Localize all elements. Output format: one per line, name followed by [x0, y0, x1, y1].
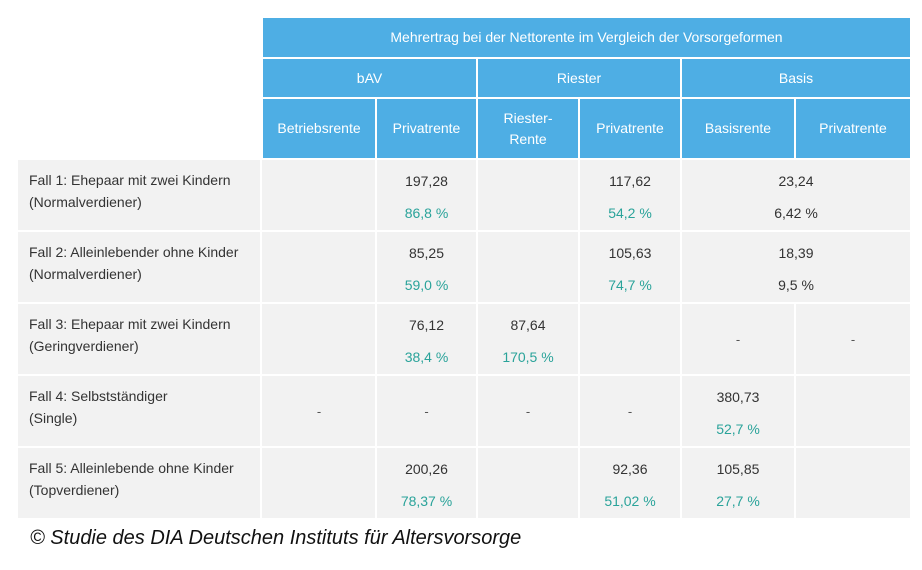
column-header-riester-rente: Riester- Rente	[478, 99, 578, 158]
cell-bav-privatrente: 85,25 59,0 %	[377, 232, 476, 296]
table-row	[18, 304, 910, 374]
cell-value: 76,12	[408, 317, 445, 333]
column-divider	[375, 160, 377, 518]
cell-percent: 86,8 %	[404, 205, 449, 221]
table-row	[18, 232, 910, 302]
column-divider	[260, 160, 262, 518]
row-label-subtitle: (Geringverdiener)	[29, 338, 139, 354]
group-header-riester: Riester	[478, 59, 680, 97]
cell-bav-privatrente-empty: -	[424, 403, 429, 419]
column-divider	[794, 304, 796, 518]
cell-percent: 6,42 %	[774, 205, 818, 221]
row-label-title: Fall 4: Selbstständiger	[29, 388, 168, 404]
row-label-title: Fall 1: Ehepaar mit zwei Kindern	[29, 172, 231, 188]
column-divider	[476, 160, 478, 518]
cell-percent: 170,5 %	[502, 349, 554, 365]
cell-basisrente: 380,73 52,7 %	[682, 376, 794, 440]
cell-percent: 54,2 %	[608, 205, 652, 221]
row-label-subtitle: (Topverdiener)	[29, 482, 120, 498]
column-header-riester-privatrente: Privatrente	[580, 99, 680, 158]
table-row	[18, 160, 910, 230]
cell-basis-merged: 23,24 6,42 %	[682, 160, 910, 224]
cell-riester-rente-empty: -	[525, 403, 531, 419]
cell-riester-privatrente: 117,62 54,2 %	[580, 160, 680, 224]
column-header-betriebsrente: Betriebsrente	[263, 99, 375, 158]
cell-value: 105,63	[608, 245, 652, 261]
row-label-fall-1: Fall 1: Ehepaar mit zwei Kindern (Normal…	[18, 160, 260, 213]
cell-value: 200,26	[405, 461, 448, 477]
row-label-subtitle: (Normalverdiener)	[29, 194, 142, 210]
cell-value: 380,73	[716, 389, 760, 405]
row-label-fall-3: Fall 3: Ehepaar mit zwei Kindern (Gering…	[18, 304, 260, 357]
row-label-subtitle: (Normalverdiener)	[29, 266, 142, 282]
cell-riester-privatrente: 92,36 51,02 %	[580, 448, 680, 512]
cell-riester-privatrente: 105,63 74,7 %	[580, 232, 680, 296]
group-header-basis: Basis	[682, 59, 910, 97]
column-header-basis-privatrente: Privatrente	[796, 99, 910, 158]
cell-basis-privatrente-empty: -	[850, 331, 856, 347]
cell-value: 197,28	[405, 173, 448, 189]
column-divider	[578, 160, 580, 518]
row-label-subtitle: (Single)	[29, 410, 78, 426]
cell-percent: 51,02 %	[604, 493, 656, 509]
cell-value: 87,64	[510, 317, 546, 333]
row-label-title: Fall 2: Alleinlebender ohne Kinder	[29, 244, 239, 260]
table-row	[18, 376, 910, 446]
cell-value: 92,36	[612, 461, 648, 477]
cell-value: 85,25	[408, 245, 445, 261]
cell-value: 105,85	[716, 461, 760, 477]
cell-bav-privatrente: 197,28 86,8 %	[377, 160, 476, 224]
copyright-caption: © Studie des DIA Deutschen Instituts für…	[30, 527, 522, 549]
table-title: Mehrertrag bei der Nettorente im Verglei…	[263, 18, 910, 57]
row-label-fall-4: Fall 4: Selbstständiger (Single)	[18, 376, 260, 429]
cell-basis-merged: 18,39 9,5 %	[682, 232, 910, 296]
cell-basisrente-empty: -	[735, 331, 741, 347]
cell-percent: 9,5 %	[778, 277, 814, 293]
cell-riester-privatrente-empty: -	[627, 403, 633, 419]
cell-percent: 74,7 %	[608, 277, 652, 293]
cell-bav-privatrente: 200,26 78,37 %	[377, 448, 476, 512]
cell-percent: 59,0 %	[404, 277, 449, 293]
cell-value: 23,24	[778, 173, 814, 189]
cell-percent: 38,4 %	[404, 349, 449, 365]
cell-bav-privatrente: 76,12 38,4 %	[377, 304, 476, 368]
column-header-bav-privatrente: Privatrente	[377, 99, 476, 158]
row-label-title: Fall 3: Ehepaar mit zwei Kindern	[29, 316, 231, 332]
table-row	[18, 448, 910, 518]
cell-value: 18,39	[778, 245, 814, 261]
cell-betriebsrente-empty: -	[316, 403, 322, 419]
row-label-title: Fall 5: Alleinlebende ohne Kinder	[29, 460, 234, 476]
cell-riester-rente: 87,64 170,5 %	[478, 304, 578, 368]
column-header-basisrente: Basisrente	[682, 99, 794, 158]
cell-basisrente: 105,85 27,7 %	[682, 448, 794, 512]
group-header-bav: bAV	[263, 59, 476, 97]
column-divider	[680, 160, 682, 518]
cell-percent: 52,7 %	[716, 421, 760, 437]
row-label-fall-2: Fall 2: Alleinlebender ohne Kinder (Norm…	[18, 232, 260, 285]
cell-percent: 78,37 %	[400, 493, 453, 509]
cell-percent: 27,7 %	[716, 493, 760, 509]
cell-value: 117,62	[609, 173, 651, 189]
row-label-fall-5: Fall 5: Alleinlebende ohne Kinder (Topve…	[18, 448, 260, 501]
